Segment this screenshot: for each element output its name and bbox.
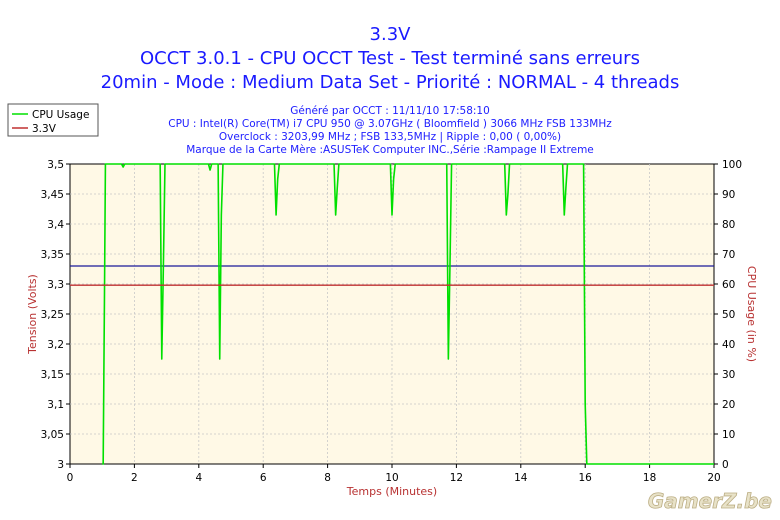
y2-tick-label: 0 <box>722 459 729 471</box>
y-tick-label: 3,45 <box>41 189 64 201</box>
series-cpu-usage-line <box>102 163 714 465</box>
x-tick-label: 8 <box>324 472 331 484</box>
y-tick-label: 3,5 <box>47 159 64 171</box>
x-axis-label: Temps (Minutes) <box>346 485 437 498</box>
y2-tick-label: 40 <box>722 339 735 351</box>
y2-axis-label: CPU Usage (in %) <box>745 266 758 362</box>
cpu-info: CPU : Intel(R) Core(TM) i7 CPU 950 @ 3.0… <box>168 118 612 130</box>
legend-box <box>7 103 99 137</box>
axis-ticks: 0 2 4 6 8 10 12 14 16 18 20 3 3,05 3,1 3,15 3,2 3,25 3,3 3… <box>41 159 742 484</box>
series-layer <box>70 163 714 465</box>
y-tick-label: 3,2 <box>47 339 64 351</box>
x-tick-label: 0 <box>67 472 74 484</box>
y2-tick-label: 20 <box>722 399 735 411</box>
chart-subtitle: OCCT 3.0.1 - CPU OCCT Test - Test termin… <box>140 48 640 69</box>
y2-tick-label: 90 <box>722 189 735 201</box>
overclock-info: Overclock : 3203,99 MHz ; FSB 133,5MHz |… <box>219 131 561 143</box>
y2-tick-label: 10 <box>722 429 735 441</box>
y-tick-label: 3 <box>57 459 64 471</box>
y-tick-label: 3,4 <box>47 219 64 231</box>
x-tick-label: 14 <box>514 472 528 484</box>
legend-3v3-label: 3.3V <box>32 123 57 135</box>
legend-cpu-usage-label: CPU Usage <box>32 109 89 121</box>
y2-tick-label: 70 <box>722 249 735 261</box>
grid <box>70 164 714 464</box>
x-tick-label: 20 <box>707 472 720 484</box>
y2-tick-label: 80 <box>722 219 735 231</box>
y2-tick-label: 100 <box>722 159 742 171</box>
watermark-logo: GamerZ.be <box>648 489 772 513</box>
x-tick-label: 4 <box>195 472 202 484</box>
y2-tick-label: 50 <box>722 309 735 321</box>
x-tick-label: 16 <box>579 472 593 484</box>
y2-tick-label: 60 <box>722 279 735 291</box>
x-tick-label: 18 <box>643 472 656 484</box>
x-tick-label: 2 <box>131 472 138 484</box>
chart-test-params: 20min - Mode : Medium Data Set - Priorit… <box>101 72 680 93</box>
chart-title: 3.3V <box>370 24 412 45</box>
y-tick-label: 3,3 <box>47 279 64 291</box>
y-tick-label: 3,1 <box>47 399 64 411</box>
x-tick-label: 12 <box>450 472 463 484</box>
y-tick-label: 3,05 <box>41 429 64 441</box>
generated-info: Généré par OCCT : 11/11/10 17:58:10 <box>290 105 490 117</box>
y-axis-label: Tension (Volts) <box>26 274 39 355</box>
y-tick-label: 3,15 <box>41 369 64 381</box>
y2-tick-label: 30 <box>722 369 735 381</box>
motherboard-info: Marque de la Carte Mère :ASUSTeK Compute… <box>186 144 594 156</box>
y-tick-label: 3,25 <box>41 309 64 321</box>
y-tick-label: 3,35 <box>41 249 64 261</box>
x-tick-label: 10 <box>385 472 398 484</box>
x-tick-label: 6 <box>260 472 267 484</box>
legend: CPU Usage 3.3V <box>7 103 99 137</box>
